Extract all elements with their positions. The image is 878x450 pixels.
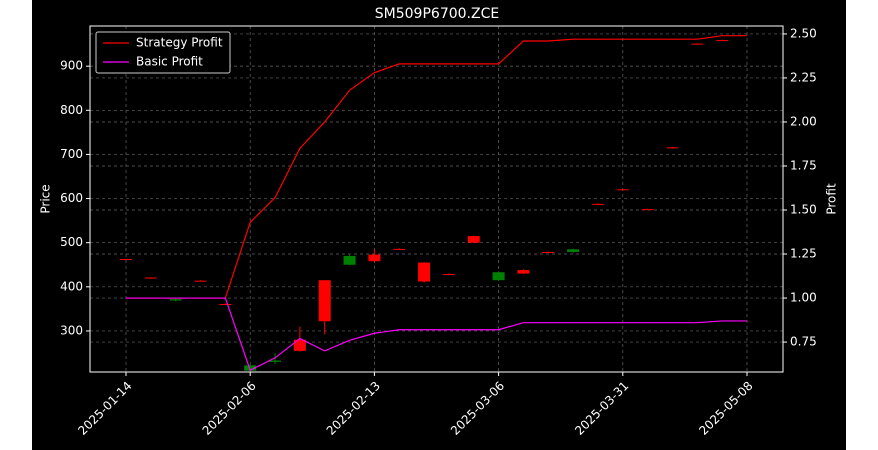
- plot-frame: [89, 25, 784, 373]
- y2-tick-label: 2.25: [790, 70, 817, 84]
- candle-body: [467, 236, 480, 243]
- candle-body: [641, 209, 654, 211]
- candle-body: [616, 189, 629, 191]
- candle-body: [120, 259, 132, 261]
- y-tick-label: 700: [60, 147, 83, 161]
- candle-body: [418, 262, 431, 282]
- candle-body: [393, 248, 406, 250]
- y2-tick-label: 1.50: [790, 203, 817, 217]
- candle-body: [368, 254, 381, 262]
- figure-background: [32, 0, 846, 450]
- candle-body: [716, 40, 729, 42]
- candle-body: [244, 365, 257, 371]
- candle-body: [318, 280, 331, 322]
- y-tick-label: 300: [60, 323, 83, 337]
- y-tick-label: 800: [60, 103, 83, 117]
- candle-body: [691, 43, 704, 45]
- candle-body: [293, 339, 306, 351]
- candle-body: [492, 272, 505, 281]
- profit-line: [126, 35, 747, 299]
- profit-line: [126, 297, 747, 372]
- candle-body: [219, 304, 232, 306]
- y2-tick-label: 1.00: [790, 291, 817, 305]
- candle-body: [343, 255, 356, 265]
- chart-title: SM509P6700.ZCE: [375, 6, 499, 22]
- y-tick-label: 900: [60, 59, 83, 73]
- candle-body: [666, 147, 679, 149]
- y2-axis-label: Profit: [825, 183, 839, 215]
- y-axis-label: Price: [39, 184, 53, 213]
- legend-label: Basic Profit: [136, 55, 203, 69]
- legend-label: Strategy Profit: [136, 36, 223, 50]
- y2-tick-label: 1.25: [790, 247, 817, 261]
- y2-tick-label: 1.75: [790, 158, 817, 172]
- y2-tick-label: 2.50: [790, 26, 817, 40]
- y-tick-label: 400: [60, 279, 83, 293]
- y2-tick-label: 0.75: [790, 335, 817, 349]
- candle-body: [517, 270, 530, 274]
- candle-body: [442, 274, 455, 276]
- candle-body: [194, 280, 207, 282]
- y-tick-label: 600: [60, 191, 83, 205]
- candle-body: [567, 249, 580, 252]
- candle-body: [591, 203, 604, 205]
- candle-body: [169, 299, 182, 301]
- candle-body: [269, 360, 282, 362]
- y2-tick-label: 2.00: [790, 114, 817, 128]
- legend-box: [95, 31, 231, 74]
- y-tick-label: 500: [60, 235, 83, 249]
- candle-body: [144, 277, 157, 279]
- candle-body: [542, 251, 555, 253]
